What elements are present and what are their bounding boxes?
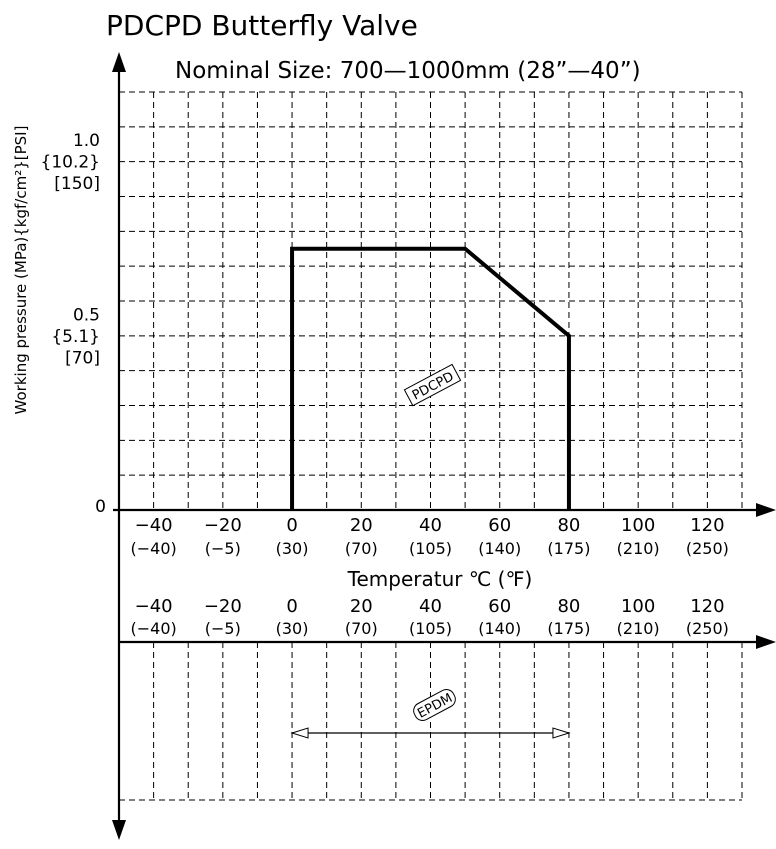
lower-x-tick-fahrenheit: (−5) xyxy=(205,619,241,638)
epdm-range-arrow-right xyxy=(553,728,569,738)
x-tick-fahrenheit: (105) xyxy=(409,539,452,558)
lower-x-tick-fahrenheit: (105) xyxy=(409,619,452,638)
y-tick-label: [150] xyxy=(54,174,100,194)
chart-subtitle: Nominal Size: 700—1000mm (28”—40”) xyxy=(175,58,641,84)
lower-x-tick-fahrenheit: (175) xyxy=(547,619,590,638)
lower-x-tick-celsius: 0 xyxy=(286,596,297,617)
lower-x-tick-celsius: 100 xyxy=(621,596,655,617)
upper-grid xyxy=(119,92,742,510)
x-tick-celsius: −40 xyxy=(135,515,173,536)
lower-axis-arrow xyxy=(756,635,776,649)
y-tick-label: {5.1} xyxy=(51,327,100,347)
lower-x-tick-fahrenheit: (140) xyxy=(478,619,521,638)
x-tick-celsius: 80 xyxy=(557,515,580,536)
lower-x-tick-fahrenheit: (−40) xyxy=(130,619,176,638)
x-tick-fahrenheit: (70) xyxy=(345,539,378,558)
x-tick-fahrenheit: (−40) xyxy=(130,539,176,558)
x-tick-fahrenheit: (250) xyxy=(686,539,729,558)
x-tick-celsius: −20 xyxy=(204,515,242,536)
x-tick-fahrenheit: (−5) xyxy=(205,539,241,558)
epdm-range-arrow-left xyxy=(292,728,308,738)
x-axis-label: Temperatur ℃ (℉) xyxy=(347,567,533,591)
x-axis-arrow xyxy=(756,503,776,517)
chart-title: PDCPD Butterfly Valve xyxy=(106,9,418,42)
axes xyxy=(112,52,776,840)
lower-x-tick-celsius: 40 xyxy=(419,596,442,617)
x-tick-celsius: 120 xyxy=(690,515,724,536)
y-axis-label: Working pressure (MPa){kgf/cm²}[PSI] xyxy=(12,126,30,415)
lower-x-tick-fahrenheit: (30) xyxy=(276,619,309,638)
lower-x-tick-fahrenheit: (250) xyxy=(686,619,729,638)
lower-x-tick-celsius: 120 xyxy=(690,596,724,617)
lower-x-tick-celsius: −40 xyxy=(135,596,173,617)
y-tick-label: 0.5 xyxy=(73,305,100,325)
lower-x-tick-celsius: 60 xyxy=(488,596,511,617)
lower-x-tick-fahrenheit: (210) xyxy=(617,619,660,638)
labels: −40 −20 0 20 40 60 80 100 120 (−40) (−5) (30) (70) (1… xyxy=(41,131,729,638)
x-tick-celsius: 40 xyxy=(419,515,442,536)
x-tick-fahrenheit: (210) xyxy=(617,539,660,558)
x-tick-fahrenheit: (175) xyxy=(547,539,590,558)
epdm-label: EPDM xyxy=(411,687,458,724)
lower-x-tick-celsius: 80 xyxy=(557,596,580,617)
y-axis-arrow-down xyxy=(112,820,126,840)
x-tick-celsius: 100 xyxy=(621,515,655,536)
y-tick-label: [70] xyxy=(65,348,100,368)
y-tick-label: 1.0 xyxy=(73,131,100,151)
x-tick-celsius: 60 xyxy=(488,515,511,536)
y-axis-arrow-up xyxy=(112,52,126,72)
lower-grid xyxy=(119,642,742,800)
y-tick-label: {10.2} xyxy=(41,153,100,173)
lower-x-tick-celsius: −20 xyxy=(204,596,242,617)
x-tick-celsius: 0 xyxy=(286,515,297,536)
x-tick-fahrenheit: (30) xyxy=(276,539,309,558)
y-tick-label: 0 xyxy=(95,497,106,517)
x-tick-celsius: 20 xyxy=(350,515,373,536)
lower-x-tick-fahrenheit: (70) xyxy=(345,619,378,638)
x-tick-fahrenheit: (140) xyxy=(478,539,521,558)
lower-x-tick-celsius: 20 xyxy=(350,596,373,617)
